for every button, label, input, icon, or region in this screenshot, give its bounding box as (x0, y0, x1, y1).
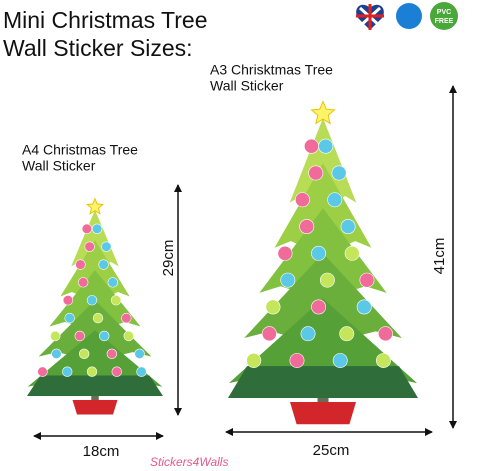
height-label: 29cm (160, 240, 177, 277)
height-label: 41cm (431, 238, 448, 275)
pot (72, 400, 118, 415)
ornament (265, 299, 281, 315)
ornament (318, 138, 334, 154)
ornament (332, 353, 348, 368)
ornament (359, 272, 375, 288)
ornament (74, 330, 85, 342)
ornament (92, 312, 104, 324)
ornament (78, 348, 90, 359)
ornament (295, 192, 310, 208)
uk-cross (356, 4, 384, 30)
ornament (51, 348, 62, 359)
ornament (110, 295, 122, 306)
ornament (327, 192, 343, 208)
ornament (277, 245, 293, 261)
width-label: 25cm (313, 442, 350, 459)
ornament (81, 223, 93, 234)
ornament (84, 241, 95, 252)
ornament (111, 366, 122, 377)
tree-label: A3 Chrisktmas Tree (210, 62, 333, 78)
ornament (75, 259, 86, 270)
ornament (319, 272, 335, 288)
tree-layer (38, 300, 152, 357)
ornament (304, 138, 319, 154)
ornament (280, 272, 296, 288)
ornament (308, 165, 324, 181)
ornament (62, 295, 74, 306)
ornament (136, 366, 147, 377)
trunk (91, 392, 99, 403)
tree-skirt (27, 375, 163, 396)
ornament (261, 326, 277, 342)
ornament (340, 219, 356, 235)
trees (27, 100, 418, 425)
ornament (107, 277, 118, 288)
tree-skirt (228, 366, 418, 398)
ornament (99, 330, 110, 342)
trunk (317, 391, 329, 407)
tree-layer (289, 118, 357, 203)
ornament (50, 330, 61, 342)
ornament (91, 223, 103, 234)
water-badge (396, 3, 422, 29)
ornament (344, 245, 360, 261)
pvc-badge (430, 2, 458, 30)
tree-label: Wall Sticker (210, 78, 284, 94)
ornament (300, 326, 316, 342)
ornament (64, 312, 75, 324)
ornament (311, 299, 327, 315)
ornament (86, 295, 98, 306)
watermark: Stickers4Walls (150, 455, 228, 469)
ornament (356, 299, 372, 315)
ornament (289, 353, 305, 368)
ornament (378, 326, 393, 342)
tree-layer (244, 253, 402, 338)
ornament (375, 353, 391, 368)
ornament (37, 366, 48, 377)
pot (290, 402, 356, 425)
width-label: 18cm (83, 443, 120, 460)
star (85, 197, 105, 215)
ornament (123, 330, 134, 342)
ornament (299, 219, 315, 235)
title-line: Wall Sticker Sizes: (3, 35, 193, 61)
ornament (311, 245, 327, 261)
ornament (86, 366, 98, 377)
tree-layer (27, 330, 163, 387)
tree-label: A4 Christmas Tree (22, 142, 138, 158)
ornament (339, 326, 355, 342)
ornament (98, 259, 109, 270)
tree-label: Wall Sticker (22, 158, 96, 174)
ornament (331, 165, 347, 181)
ornament (121, 312, 132, 324)
tree-layer (228, 298, 418, 384)
ornament (246, 353, 262, 368)
ornament (134, 348, 145, 359)
title-line: Mini Christmas Tree (3, 7, 207, 33)
ornament (62, 366, 73, 377)
ornament (78, 277, 89, 288)
ornament (101, 241, 112, 252)
badge-text: PVC (437, 9, 451, 16)
tree-layer (71, 210, 119, 267)
badge-text: FREE (435, 18, 454, 25)
badges: PVC FREE (356, 2, 458, 30)
ornament (106, 348, 118, 359)
star (310, 100, 336, 125)
